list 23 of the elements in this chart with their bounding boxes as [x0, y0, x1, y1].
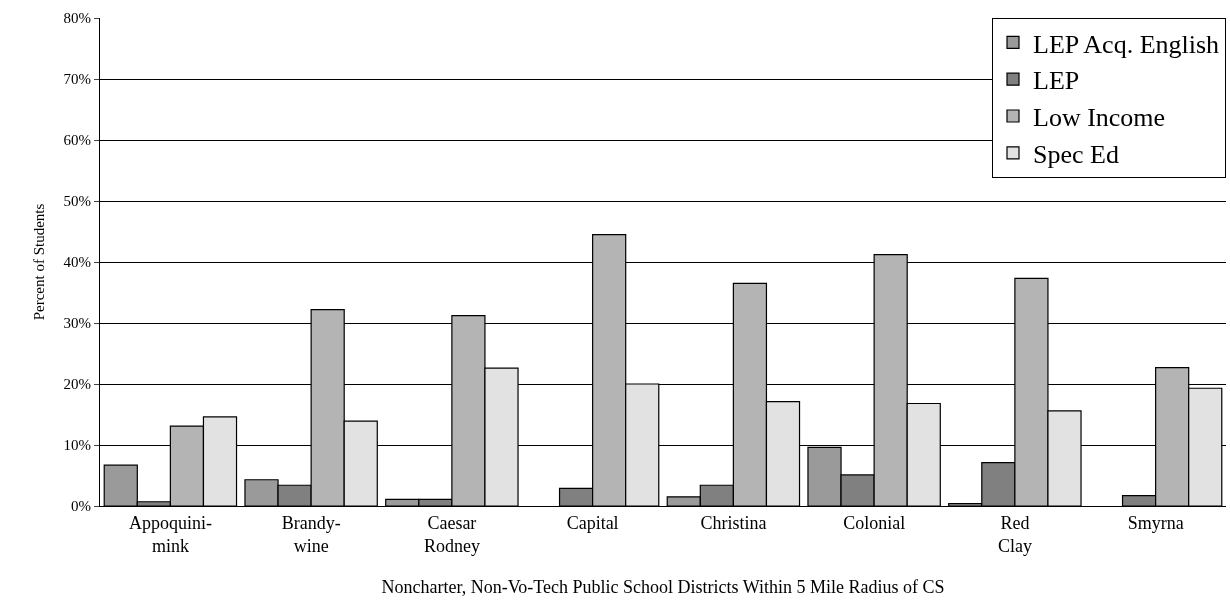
legend-label: LEP Acq. English — [1033, 29, 1220, 59]
x-axis-title: Noncharter, Non-Vo-Tech Public School Districts Within 5 Mile Radius of CS — [381, 577, 945, 598]
y-tick-label: 20% — [63, 376, 91, 393]
x-tick-label: Smyrna — [1127, 512, 1184, 533]
y-tick-label: 50% — [63, 193, 91, 210]
y-tick-label: 40% — [63, 254, 91, 271]
x-tick-label: Caesar Rodney — [423, 512, 480, 556]
x-tick-label: Appoquini- mink — [128, 512, 212, 556]
y-tick-label: 30% — [63, 315, 91, 332]
y-tick-label: 70% — [63, 71, 91, 88]
x-tick-label: Brandy- wine — [281, 512, 341, 556]
legend-label: LEP — [1033, 66, 1080, 96]
x-tick-label: Colonial — [843, 512, 906, 533]
x-tick-label: Red Clay — [997, 512, 1032, 556]
y-tick-label: 0% — [71, 498, 91, 515]
y-tick-label: 10% — [63, 437, 91, 454]
legend-label: Spec Ed — [1033, 139, 1119, 169]
legend-label: Low Income — [1033, 103, 1166, 133]
x-tick-label: Capital — [566, 512, 619, 533]
y-tick-label: 80% — [63, 10, 91, 27]
y-tick-label: 60% — [63, 132, 91, 149]
x-tick-label: Christina — [700, 512, 767, 533]
y-axis-title: Percent of Students — [30, 203, 47, 321]
